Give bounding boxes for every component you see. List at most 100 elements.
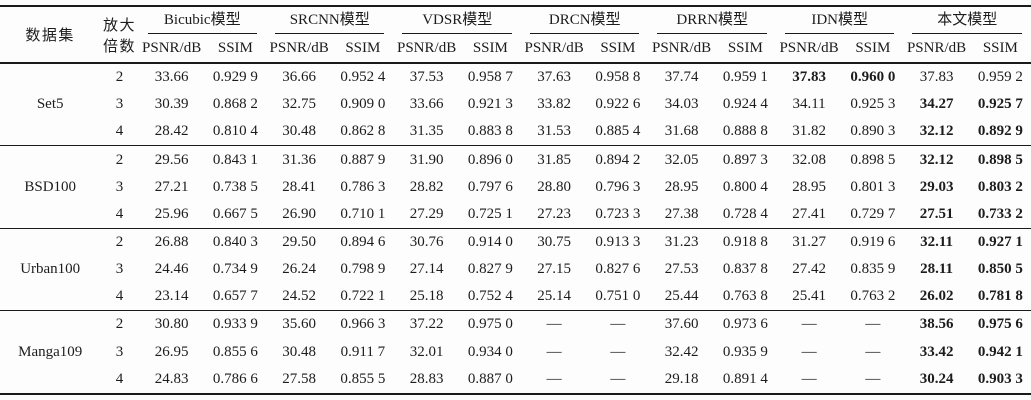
psnr-value: 31.68 xyxy=(664,123,699,140)
psnr-value: 27.23 xyxy=(537,205,571,222)
psnr-value: 32.01 xyxy=(409,343,444,360)
psnr-value: 30.76 xyxy=(393,227,460,257)
psnr-value: 25.18 xyxy=(409,288,444,305)
ssim-value: — xyxy=(865,370,881,387)
psnr-value: 33.82 xyxy=(537,96,571,113)
col-header-psnr: PSNR/dB xyxy=(775,34,843,64)
psnr-value: 28.80 xyxy=(537,178,571,195)
psnr-value: 34.27 xyxy=(919,96,954,113)
ssim-value: 0.959 1 xyxy=(722,69,768,86)
ssim-value: 0.975 6 xyxy=(969,310,1031,339)
psnr-value: — xyxy=(801,370,817,387)
psnr-value: 24.83 xyxy=(154,370,189,387)
psnr-value: 32.75 xyxy=(282,96,316,113)
col-header-model-idn: IDN模型 xyxy=(776,6,904,34)
psnr-value: 27.14 xyxy=(409,261,444,278)
ssim-value: 0.935 9 xyxy=(722,343,768,360)
table-row: 3 27.21 0.738 5 28.41 0.786 3 28.82 0.797 6 28.… xyxy=(0,174,1031,201)
col-header-ssim: SSIM xyxy=(842,34,904,64)
ssim-value: — xyxy=(842,310,904,339)
psnr-value: 36.66 xyxy=(282,69,316,86)
ssim-value: 0.922 6 xyxy=(595,96,641,113)
ssim-value: 0.796 3 xyxy=(595,178,641,195)
col-header-psnr: PSNR/dB xyxy=(648,34,715,64)
ssim-value: 0.855 5 xyxy=(340,370,386,387)
table-row: BSD100 2 29.56 0.843 1 31.36 0.887 9 31.90 0.89… xyxy=(0,145,1031,229)
psnr-value: 37.22 xyxy=(393,310,460,339)
ssim-value: 0.896 0 xyxy=(459,145,521,174)
ssim-value: 0.911 7 xyxy=(340,343,386,360)
psnr-value: 30.48 xyxy=(282,343,316,360)
psnr-value: 37.60 xyxy=(648,310,715,339)
psnr-value: 29.50 xyxy=(266,227,333,257)
ssim-value: 0.810 4 xyxy=(212,123,258,140)
ssim-value: 0.801 3 xyxy=(850,178,896,195)
ssim-value: 0.885 4 xyxy=(595,123,641,140)
ssim-value: 0.734 9 xyxy=(212,261,258,278)
scale-value: 4 xyxy=(115,288,124,305)
psnr-value: 28.82 xyxy=(409,178,444,195)
scale-value: 4 xyxy=(115,205,124,222)
dataset-name: Urban100 xyxy=(0,227,101,311)
ssim-value: 0.827 6 xyxy=(595,261,641,278)
scale-value: 3 xyxy=(115,178,124,195)
ssim-value: 0.752 4 xyxy=(467,288,513,305)
table-row: 3 26.95 0.855 6 30.48 0.911 7 32.01 0.934 0 — — 3… xyxy=(0,339,1031,366)
ssim-value: 0.827 9 xyxy=(467,261,513,278)
ssim-value: 0.897 3 xyxy=(714,145,776,174)
ssim-value: 0.862 8 xyxy=(340,123,386,140)
ssim-value: 0.667 5 xyxy=(212,205,258,222)
scale-value: 2 xyxy=(100,310,139,339)
ssim-value: 0.710 1 xyxy=(340,205,386,222)
ssim-value: 0.887 9 xyxy=(332,145,394,174)
ssim-value: — xyxy=(865,343,881,360)
psnr-value: 24.46 xyxy=(154,261,189,278)
ssim-value: 0.914 0 xyxy=(459,227,521,257)
psnr-value: 37.83 xyxy=(919,69,954,86)
ssim-value: 0.728 4 xyxy=(722,205,768,222)
psnr-value: 32.11 xyxy=(903,227,970,257)
psnr-value: 31.36 xyxy=(266,145,333,174)
ssim-value: 0.751 0 xyxy=(595,288,641,305)
psnr-value: 37.53 xyxy=(409,69,444,86)
psnr-value: 29.56 xyxy=(138,145,205,174)
table-row: 4 24.83 0.786 6 27.58 0.855 5 28.83 0.887 0 — — 2… xyxy=(0,366,1031,394)
ssim-value: — xyxy=(610,370,626,387)
ssim-value: 0.975 0 xyxy=(459,310,521,339)
ssim-value: 0.855 6 xyxy=(212,343,258,360)
col-header-psnr: PSNR/dB xyxy=(266,34,333,64)
psnr-value: 28.41 xyxy=(282,178,316,195)
ssim-value: 0.723 3 xyxy=(595,205,641,222)
ssim-value: 0.894 6 xyxy=(332,227,394,257)
psnr-value: 29.18 xyxy=(664,370,699,387)
scale-value: 2 xyxy=(115,69,124,86)
col-header-psnr: PSNR/dB xyxy=(393,34,460,64)
ssim-value: 0.887 0 xyxy=(467,370,513,387)
ssim-value: 0.958 8 xyxy=(595,69,641,86)
dataset-name: Set5 xyxy=(36,96,64,113)
ssim-value: 0.837 8 xyxy=(722,261,768,278)
col-header-ssim: SSIM xyxy=(459,34,521,64)
psnr-value: 33.42 xyxy=(919,343,954,360)
psnr-value: 25.44 xyxy=(664,288,699,305)
psnr-value: 30.48 xyxy=(282,123,316,140)
ssim-value: 0.973 6 xyxy=(714,310,776,339)
scale-value: 3 xyxy=(115,261,124,278)
ssim-value: 0.934 0 xyxy=(467,343,513,360)
table-row: 4 23.14 0.657 7 24.52 0.722 1 25.18 0.752 4 25.… xyxy=(0,283,1031,311)
psnr-value: 25.96 xyxy=(154,205,189,222)
psnr-value: 27.38 xyxy=(664,205,699,222)
psnr-value: 31.23 xyxy=(648,227,715,257)
ssim-value: 0.952 4 xyxy=(340,69,386,86)
psnr-value: 26.95 xyxy=(154,343,189,360)
ssim-value: 0.733 2 xyxy=(977,205,1023,222)
psnr-value: 26.02 xyxy=(919,288,954,305)
scale-value: 4 xyxy=(115,123,124,140)
psnr-value: 24.52 xyxy=(282,288,316,305)
psnr-value: 32.12 xyxy=(919,123,954,140)
ssim-value: 0.657 7 xyxy=(212,288,258,305)
ssim-value: 0.958 7 xyxy=(467,69,513,86)
ssim-value: 0.960 0 xyxy=(850,69,896,86)
ssim-value: 0.966 3 xyxy=(332,310,394,339)
